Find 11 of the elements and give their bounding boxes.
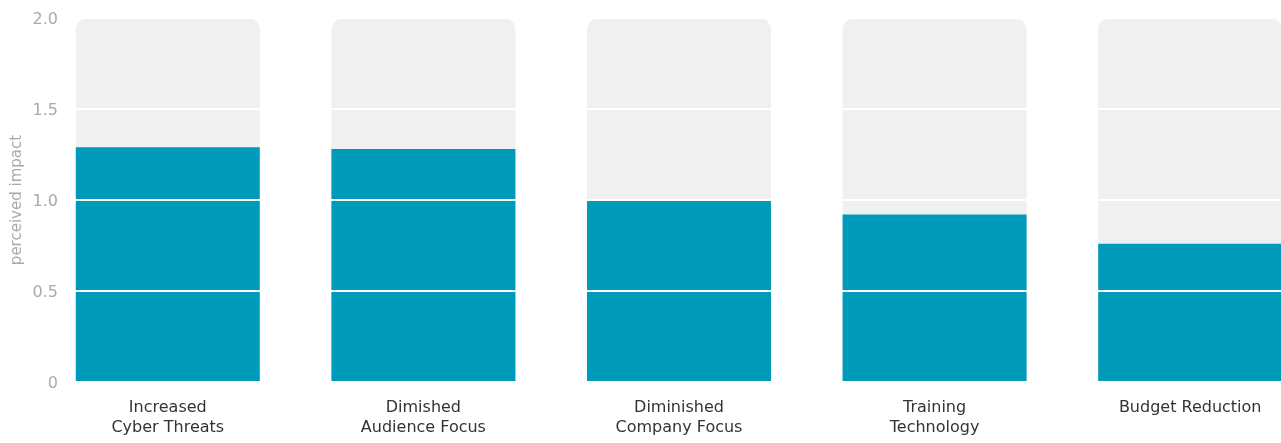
x-tick-label: Budget Reduction bbox=[1118, 397, 1262, 416]
y-tick-label: 0.5 bbox=[32, 281, 58, 301]
x-tick-label: Training Technology bbox=[888, 397, 980, 436]
x-tick-label: Dimished Audience Focus bbox=[360, 397, 486, 436]
y-tick-label: 0 bbox=[47, 372, 58, 392]
x-tick-label: Increased Cyber Threats bbox=[111, 397, 225, 436]
y-axis-title: perceived impact bbox=[7, 134, 26, 266]
y-tick-label: 1.0 bbox=[32, 190, 58, 210]
y-tick-label: 2.0 bbox=[32, 8, 58, 28]
y-tick-label: 1.5 bbox=[32, 99, 58, 119]
x-tick-label: Diminished Company Focus bbox=[615, 397, 743, 436]
